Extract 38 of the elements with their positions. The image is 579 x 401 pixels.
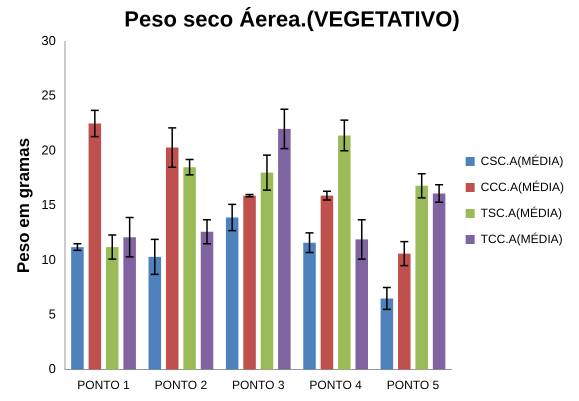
y-tick-label: 5 bbox=[48, 306, 56, 322]
y-tick-label: 15 bbox=[41, 197, 56, 212]
x-tick-label: PONTO 5 bbox=[386, 378, 440, 392]
bar bbox=[243, 196, 256, 370]
legend-label: CCC.A(MÉDIA) bbox=[480, 180, 564, 194]
bar bbox=[415, 186, 428, 370]
bar bbox=[200, 232, 214, 370]
bar bbox=[148, 256, 162, 370]
y-tick-label: 25 bbox=[41, 88, 56, 103]
bar bbox=[106, 247, 119, 370]
bar bbox=[260, 172, 274, 370]
bar bbox=[303, 242, 316, 370]
bar bbox=[398, 254, 411, 370]
legend-label: CSC.A(MÉDIA) bbox=[480, 154, 564, 168]
bar bbox=[123, 237, 136, 370]
legend-label: TCC.A(MÉDIA) bbox=[480, 232, 563, 246]
bar bbox=[355, 239, 368, 370]
x-tick-label: PONTO 3 bbox=[232, 378, 285, 392]
bar bbox=[166, 148, 178, 370]
y-axis-title: Peso em gramas bbox=[14, 138, 33, 274]
bar bbox=[278, 128, 291, 370]
bar bbox=[432, 193, 446, 370]
y-tick-label: 20 bbox=[41, 142, 56, 158]
x-tick-label: PONTO 1 bbox=[77, 378, 130, 392]
y-tick-label: 10 bbox=[41, 252, 56, 267]
bar bbox=[338, 135, 351, 370]
bar bbox=[71, 247, 84, 370]
bar bbox=[226, 218, 238, 370]
chart-title: Peso seco Áerea.(VEGETATIVO) bbox=[124, 6, 460, 32]
x-tick-label: PONTO 4 bbox=[309, 378, 362, 392]
bar bbox=[183, 167, 196, 370]
legend-label: TSC.A(MÉDIA) bbox=[480, 206, 562, 220]
x-tick-label: PONTO 2 bbox=[154, 378, 208, 392]
y-tick-label: 0 bbox=[48, 361, 56, 376]
y-tick-label: 30 bbox=[41, 32, 56, 48]
bar bbox=[320, 196, 334, 370]
bar bbox=[88, 123, 102, 370]
bar bbox=[380, 298, 394, 370]
